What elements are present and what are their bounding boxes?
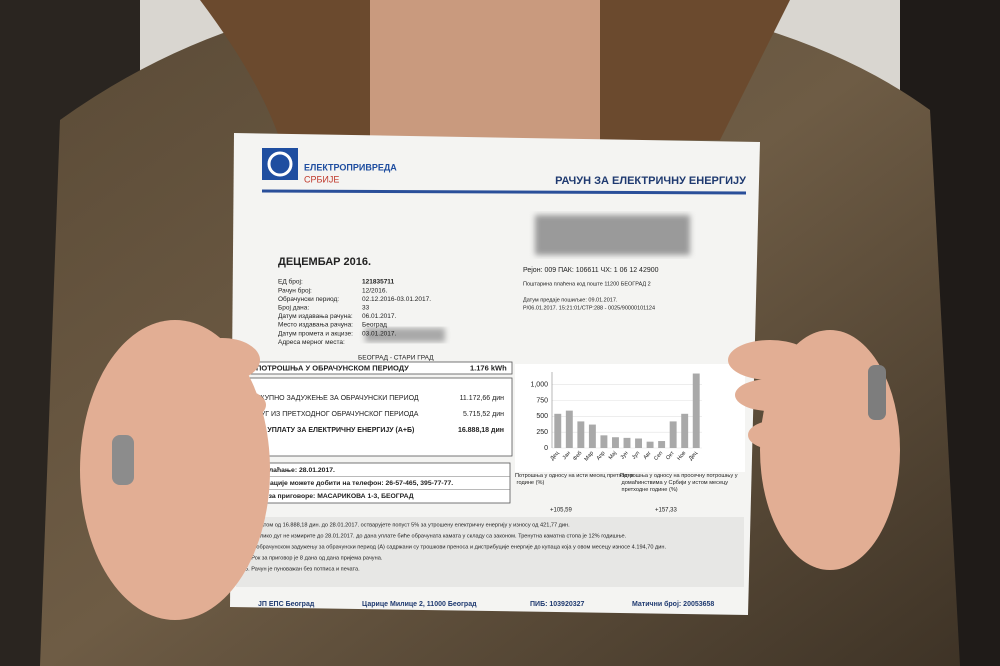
y-tick-label: 250 bbox=[536, 429, 548, 436]
detail-value: 06.01.2017. bbox=[362, 313, 397, 320]
bar bbox=[635, 438, 642, 448]
hand bbox=[212, 435, 268, 465]
detail-label: Адреса мерног места: bbox=[278, 339, 345, 346]
bar bbox=[692, 373, 700, 448]
x-tick-label: Авг bbox=[643, 450, 653, 460]
x-tick-label: Мај bbox=[608, 450, 618, 461]
x-tick-label: Дец bbox=[688, 450, 700, 462]
note: 4. Рок за приговор је 8 дана од дана при… bbox=[245, 555, 383, 561]
detail-value: 02.12.2016-03.01.2017. bbox=[362, 296, 431, 303]
bar bbox=[565, 410, 573, 448]
row-label: УКУПНО ЗАДУЖЕЊЕ ЗА ОБРАЧУНСКИ ПЕРИОД bbox=[256, 395, 419, 402]
hand bbox=[748, 420, 808, 450]
detail-label: Место издавања рачуна: bbox=[278, 322, 353, 329]
detail-value: Београд bbox=[362, 322, 387, 329]
hand bbox=[184, 338, 260, 382]
x-tick-label: Дец bbox=[549, 450, 561, 462]
x-tick-label: Сеп bbox=[653, 450, 664, 462]
bar bbox=[600, 435, 608, 448]
blurred-address bbox=[535, 215, 690, 255]
chart-area bbox=[515, 364, 745, 472]
comparison-value: +105,59 bbox=[550, 508, 573, 514]
detail-label: Обрачунски период: bbox=[278, 295, 339, 303]
detail-value: 03.01.2017. bbox=[362, 330, 397, 337]
y-tick-label: 500 bbox=[536, 413, 548, 420]
bar bbox=[669, 421, 677, 448]
x-tick-label: Јул bbox=[631, 450, 641, 460]
detail-label: Број дана: bbox=[278, 305, 309, 312]
hand bbox=[206, 389, 266, 421]
detail-value: 121835711 bbox=[362, 279, 395, 286]
bill-title: РАЧУН ЗА ЕЛЕКТРИЧНУ ЕНЕРГИЈУ bbox=[555, 175, 746, 187]
logo-text: ЕЛЕКТРОПРИВРЕДА bbox=[304, 162, 397, 172]
bar bbox=[577, 421, 585, 448]
sender-line: Р/06.01.2017. 15:21:01/СТР:288 - 0025/90… bbox=[523, 305, 655, 311]
detail-label: ЕД број: bbox=[278, 278, 303, 286]
comparison-label: Потрошња у односу на просечну потрошњу у… bbox=[620, 473, 738, 493]
hands bbox=[80, 320, 900, 620]
sender-line: Поштарина плаћена код поште 11200 БЕОГРА… bbox=[523, 281, 651, 287]
rule bbox=[261, 189, 747, 195]
detail-label: Датум промета и акцизе: bbox=[278, 330, 353, 337]
blurred-address bbox=[365, 328, 445, 342]
neck bbox=[370, 0, 600, 140]
info-line: Адреса за приговоре: МАСАРИКОВА 1-3, БЕО… bbox=[242, 493, 414, 500]
footer-item: ЈП ЕПС Београд bbox=[258, 601, 315, 608]
y-tick-label: 1,000 bbox=[530, 382, 548, 389]
x-tick-label: Нов bbox=[676, 450, 687, 462]
consumption-label: ПОТРОШЊА У ОБРАЧУНСКОМ ПЕРИОДУ bbox=[256, 363, 409, 372]
footer-item: Царице Милице 2, 11000 Београд bbox=[362, 601, 477, 608]
info-line: Рок за плаћање: 28.01.2017. bbox=[242, 466, 335, 474]
summary-box bbox=[239, 377, 513, 457]
bar bbox=[623, 437, 631, 448]
row-value: 16.888,18 дин bbox=[458, 427, 504, 434]
detail-label: Рачун број: bbox=[278, 286, 312, 294]
x-tick-label: Мар bbox=[584, 450, 596, 462]
sender-line: Датум предаје пошиљке: 09.01.2017. bbox=[523, 297, 618, 303]
y-tick-label: 750 bbox=[536, 397, 548, 404]
bar bbox=[554, 413, 562, 448]
detail-label: Датум издавања рачуна: bbox=[278, 313, 353, 320]
logo-text: СРБИЈЕ bbox=[304, 174, 339, 184]
hand bbox=[728, 340, 812, 380]
row-label: ЗА УПЛАТУ ЗА ЕЛЕКТРИЧНУ ЕНЕРГИЈУ (А+Б) bbox=[256, 427, 414, 434]
comparison-value: +157,33 bbox=[655, 508, 678, 514]
row-value: 11.172,66 дин bbox=[460, 395, 505, 402]
x-tick-label: Апр bbox=[596, 450, 607, 461]
note: 2. Уколико дуг не измирите до 28.01.2017… bbox=[245, 533, 627, 539]
bar bbox=[612, 437, 619, 448]
logo-mark bbox=[267, 151, 293, 177]
bar bbox=[646, 441, 654, 448]
y-tick-label: 0 bbox=[544, 445, 548, 452]
detail-value: 33 bbox=[362, 305, 370, 312]
period: ДЕЦЕМБАР 2016. bbox=[278, 256, 371, 268]
note: 3. У обрачунском задужењу за обрачунски … bbox=[245, 544, 666, 550]
notes-box bbox=[236, 517, 744, 587]
info-line: Информације можете добити на телефон: 26… bbox=[242, 479, 453, 487]
x-tick-label: Феб bbox=[572, 450, 583, 462]
bar bbox=[658, 441, 666, 448]
row-label: ДУГ ИЗ ПРЕТХОДНОГ ОБРАЧУНСКОГ ПЕРИОДА bbox=[256, 411, 419, 418]
note: 5. Рачун је пуноважан без потписа и печа… bbox=[245, 566, 360, 572]
comparison-label: Потрошња у односу на исти месец претходн… bbox=[515, 473, 634, 486]
consumption-value: 1.176 kWh bbox=[470, 363, 507, 372]
x-tick-label: Јан bbox=[562, 450, 572, 461]
ring bbox=[112, 435, 134, 485]
hand bbox=[210, 481, 262, 509]
x-tick-label: Јун bbox=[620, 450, 630, 460]
row-value: 5.715,52 дин bbox=[463, 411, 504, 418]
district: БЕОГРАД - СТАРИ ГРАД bbox=[358, 355, 434, 362]
detail-value: 12/2016. bbox=[362, 287, 387, 294]
hand bbox=[735, 379, 805, 411]
note: 1. Уплатом од 16.888,18 дин. до 28.01.20… bbox=[245, 522, 570, 528]
bill: ЕЛЕКТРОПРИВРЕДА СРБИЈЕ РАЧУН ЗА ЕЛЕКТРИЧ… bbox=[230, 133, 760, 615]
x-tick-label: Окт bbox=[665, 450, 676, 461]
footer-item: ПИБ: 103920327 bbox=[530, 601, 585, 608]
footer-item: Матични број: 20053658 bbox=[632, 600, 714, 608]
bar bbox=[588, 424, 596, 448]
ring bbox=[868, 365, 886, 420]
sender-line: Рејон: 009 ПАК: 106611 ЧХ: 1 06 12 42900 bbox=[523, 267, 659, 274]
bar bbox=[681, 413, 689, 448]
